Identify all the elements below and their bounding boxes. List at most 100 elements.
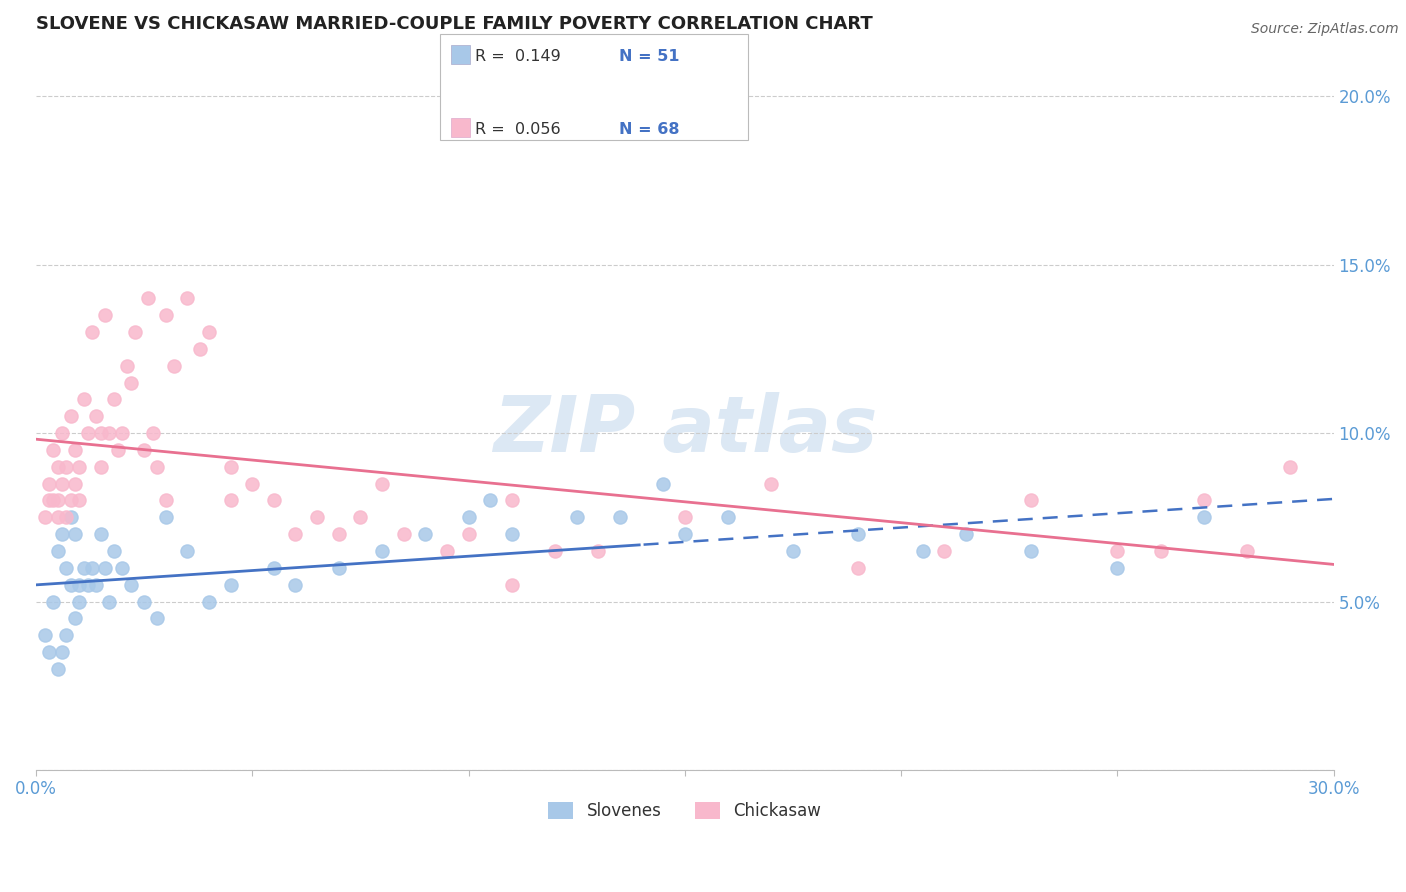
Point [371,476,394,491]
Point [1019,544,1042,558]
Text: N = 51: N = 51 [619,49,679,64]
Point [38,645,60,659]
Point [90,527,112,541]
Point [46,493,69,508]
Text: R =  0.056: R = 0.056 [475,122,561,137]
Point [146,459,169,474]
Point [501,493,523,508]
Point [1192,493,1215,508]
Point [76,577,98,591]
Point [55,561,77,575]
Point [67,459,90,474]
Point [42,594,65,608]
Point [82,561,104,575]
Point [761,476,783,491]
Point [115,359,138,373]
Point [392,527,415,541]
Point [457,527,479,541]
Point [90,426,112,441]
Point [59,409,82,424]
Point [72,392,94,407]
Point [55,510,77,524]
Point [34,510,56,524]
Point [1236,544,1258,558]
Point [588,544,610,558]
Point [1279,459,1302,474]
Point [371,544,394,558]
Point [51,527,73,541]
Point [263,561,285,575]
Point [501,527,523,541]
Point [90,459,112,474]
Point [609,510,631,524]
Point [55,459,77,474]
Point [457,510,479,524]
Point [132,442,155,457]
Point [146,611,169,625]
Point [67,577,90,591]
Point [846,561,869,575]
Point [307,510,329,524]
Point [155,493,177,508]
Point [111,426,134,441]
Point [82,325,104,339]
Point [98,426,121,441]
Point [1107,544,1129,558]
Point [176,544,198,558]
Point [673,527,696,541]
Text: R =  0.149: R = 0.149 [475,49,561,64]
Point [328,561,350,575]
Point [34,628,56,642]
Point [544,544,567,558]
Point [782,544,804,558]
Point [42,493,65,508]
Point [652,476,675,491]
Text: N = 68: N = 68 [619,122,679,137]
Point [132,594,155,608]
Point [63,476,86,491]
Point [38,476,60,491]
Point [284,527,307,541]
Point [188,342,211,356]
Point [240,476,263,491]
Point [42,442,65,457]
Point [413,527,436,541]
Point [955,527,977,541]
Point [46,544,69,558]
Point [436,544,458,558]
Point [911,544,934,558]
Point [479,493,502,508]
Point [98,594,121,608]
Point [163,359,186,373]
Point [63,527,86,541]
Point [59,493,82,508]
Point [263,493,285,508]
Point [86,409,108,424]
Point [67,493,90,508]
Point [103,392,125,407]
Point [349,510,371,524]
Point [55,628,77,642]
Point [111,561,134,575]
Text: SLOVENE VS CHICKASAW MARRIED-COUPLE FAMILY POVERTY CORRELATION CHART: SLOVENE VS CHICKASAW MARRIED-COUPLE FAMI… [37,15,873,33]
Point [51,476,73,491]
Point [176,291,198,305]
Point [94,561,117,575]
Point [284,577,307,591]
Point [67,594,90,608]
Point [46,662,69,676]
Point [72,561,94,575]
Point [142,426,165,441]
Point [1192,510,1215,524]
Point [124,325,146,339]
Point [51,426,73,441]
Point [846,527,869,541]
Point [501,577,523,591]
Point [63,611,86,625]
Point [219,459,242,474]
Point [103,544,125,558]
Point [1107,561,1129,575]
Point [38,493,60,508]
Point [155,510,177,524]
Point [198,594,221,608]
